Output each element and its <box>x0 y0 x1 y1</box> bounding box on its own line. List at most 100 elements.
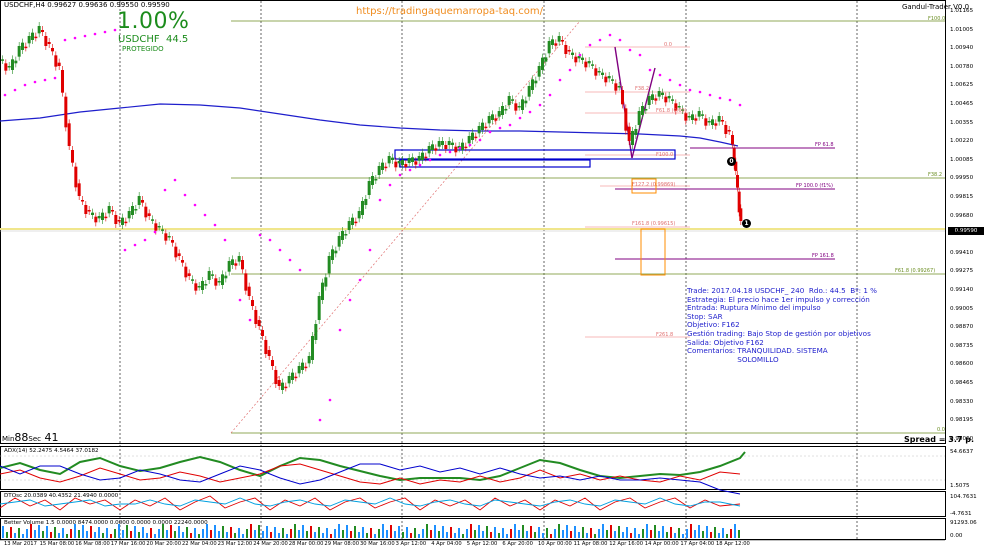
sar-dot <box>648 68 652 72</box>
candle-body <box>81 200 84 202</box>
price-axis-label: 1.01165 <box>950 8 974 14</box>
chart-title: USDCHF,H4 0.99627 0.99636 0.99550 0.9959… <box>4 1 170 9</box>
sar-dot <box>328 398 332 402</box>
volume-bar <box>414 528 416 538</box>
price-axis-label: 1.01005 <box>950 26 974 33</box>
candle-body <box>154 223 158 231</box>
price-axis-label: 0.98465 <box>950 380 974 386</box>
candle-body <box>327 256 331 274</box>
volume-bar <box>62 528 64 538</box>
volume-bar <box>726 534 728 538</box>
candle-body <box>567 50 571 52</box>
candle-body <box>201 281 204 290</box>
volume-bar <box>186 527 188 538</box>
sar-dot <box>53 76 57 80</box>
candle-body <box>647 96 651 105</box>
candle-body <box>107 206 111 214</box>
volume-bar <box>682 534 684 538</box>
sar-dot <box>488 130 492 134</box>
volume-bar <box>650 530 652 538</box>
time-axis-label: 20 Mar 20:00 <box>146 541 182 547</box>
symbol-label: USDCHF <box>118 34 160 45</box>
candle-body <box>721 120 724 122</box>
trade-info-panel: Trade: 2017.04.18 USDCHF_ 240 Rdo.: 44.5… <box>687 286 878 364</box>
volume-bar <box>634 528 636 538</box>
sar-dot <box>678 83 682 87</box>
fib-label-f1272: F127.2 (0.99869) <box>632 182 676 188</box>
dtosc-lines <box>0 495 741 511</box>
candle-body <box>304 366 308 369</box>
volume-bar <box>246 529 248 538</box>
sar-dot <box>258 233 262 237</box>
candle-body <box>407 158 411 163</box>
volume-bar <box>194 528 196 538</box>
volume-bar <box>702 531 704 538</box>
volume-bar <box>382 524 384 538</box>
price-axis-label: 0.98330 <box>950 398 974 405</box>
sar-dot <box>458 146 462 150</box>
volume-bar <box>26 529 28 538</box>
candle-body <box>464 146 468 149</box>
candle-body <box>314 324 318 340</box>
sar-dot <box>478 138 482 142</box>
volume-bar <box>242 534 244 538</box>
volume-bar <box>670 527 672 538</box>
sar-dot <box>223 238 227 242</box>
price-axis-label: 0.99005 <box>950 305 974 312</box>
volume-bar <box>338 524 340 538</box>
volume-bar <box>618 526 620 538</box>
adx-panel-frame <box>0 446 946 490</box>
volume-bar <box>230 527 232 538</box>
volume-bar <box>258 525 260 538</box>
volume-bar <box>178 526 180 538</box>
candle-body <box>627 126 631 141</box>
sar-dot <box>123 248 127 252</box>
candle-body <box>397 161 401 164</box>
volume-bar <box>690 524 692 538</box>
volume-bar <box>526 531 528 538</box>
candle-body <box>731 135 734 145</box>
candle-body <box>531 79 534 90</box>
candle-body <box>657 91 661 97</box>
volume-bars <box>2 524 740 538</box>
candle-body <box>667 96 671 99</box>
volume-bar <box>738 530 740 538</box>
volume-bar <box>214 525 216 538</box>
candle-body <box>124 221 128 224</box>
volume-bar <box>330 534 332 538</box>
price-axis-label: 1.00625 <box>950 82 974 89</box>
sar-dot <box>728 98 732 102</box>
candle-body <box>44 36 48 46</box>
price-axis-label: 1.00940 <box>950 45 974 52</box>
candle-body <box>527 86 531 97</box>
sar-dot <box>83 34 87 38</box>
volume-bar <box>342 530 344 538</box>
dtosc-label: DTOsc 20.0389 40.4352 21.4940 0.0000 <box>4 493 119 499</box>
candle-body <box>204 284 208 286</box>
volume-bar <box>78 530 80 538</box>
volume-bar <box>34 530 36 538</box>
candle-body <box>474 136 478 139</box>
sar-dot <box>428 158 432 162</box>
volume-bar <box>270 532 272 538</box>
candle-body <box>351 217 354 225</box>
volume-bar <box>302 525 304 538</box>
candle-body <box>591 64 594 66</box>
volume-bar <box>574 526 576 538</box>
candle-body <box>737 191 741 213</box>
volume-bar <box>98 527 100 538</box>
candle-body <box>664 96 668 103</box>
volume-bar <box>542 533 544 538</box>
candle-body <box>677 106 681 108</box>
candle-body <box>377 166 381 175</box>
volume-bar <box>502 528 504 538</box>
candle-body <box>697 111 701 117</box>
sar-dot <box>468 143 472 147</box>
volume-bar <box>110 534 112 538</box>
candle-body <box>391 157 394 160</box>
fib-label-f618-bottom: F61.8 (0.99267) <box>895 268 936 274</box>
volume-bar <box>146 533 148 538</box>
volume-bar <box>686 529 688 538</box>
